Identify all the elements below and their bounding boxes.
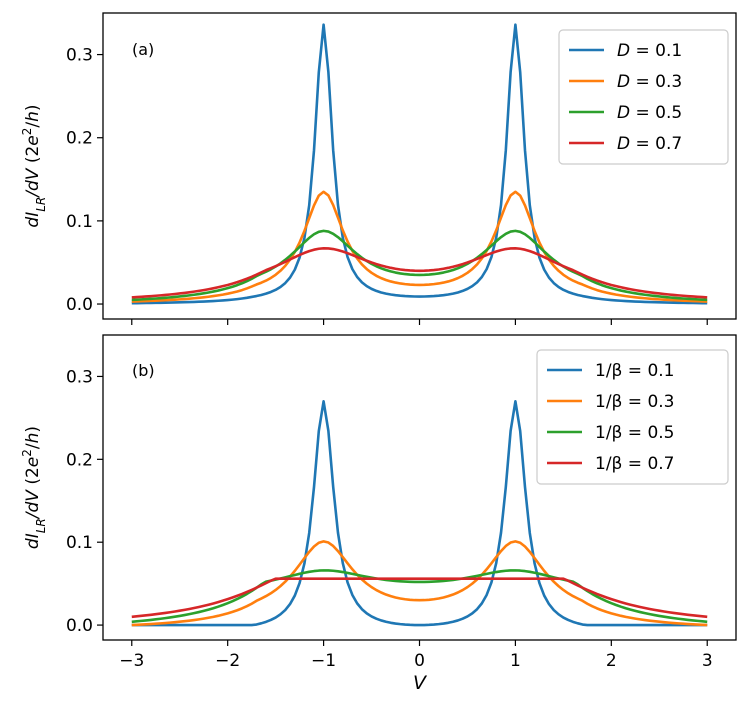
x-tick-label: −1 [311, 651, 336, 671]
y-axis-label: dILR/dV (2e2/h) [20, 104, 48, 227]
legend: 1/β = 0.1 1/β = 0.3 1/β = 0.5 1/β = 0.7 [536, 349, 729, 485]
x-tick-label: −2 [215, 651, 240, 671]
series-line-4 [131, 577, 708, 619]
x-tick-label: 2 [606, 651, 617, 671]
series-line-1 [131, 400, 708, 627]
x-tick-label: −3 [119, 651, 144, 671]
series-line-4 [131, 247, 708, 299]
series-lines [131, 400, 708, 627]
legend-entry-4: 1/β = 0.7 [595, 454, 675, 474]
legend-entry-1: 1/β = 0.1 [595, 361, 675, 381]
y-tick-label: 0.2 [66, 129, 93, 149]
y-tick-label: 0.2 [66, 450, 93, 470]
y-tick-label: 0.3 [66, 367, 93, 387]
y-tick-label: 0.1 [66, 212, 93, 232]
legend-entry-2: D = 0.3 [617, 72, 682, 92]
x-axis-label: V [413, 672, 428, 694]
legend-entry-1: D = 0.1 [617, 41, 682, 61]
x-tick-label: 3 [702, 651, 713, 671]
panel-label: (a) [132, 40, 154, 59]
series-line-3 [131, 229, 708, 302]
legend-entry-4: D = 0.7 [617, 134, 682, 154]
y-tick-label: 0.1 [66, 533, 93, 553]
x-tick-label: 1 [510, 651, 521, 671]
y-tick-label: 0.3 [66, 46, 93, 66]
legend-box [558, 29, 729, 165]
legend: D = 0.1 D = 0.3 D = 0.5 D = 0.7 [558, 29, 729, 165]
series-line-2 [131, 190, 708, 303]
legend-entry-2: 1/β = 0.3 [595, 392, 675, 412]
series-lines [131, 23, 708, 305]
legend-box [536, 349, 729, 485]
y-tick-label: 0.0 [66, 616, 93, 636]
series-line-1 [131, 23, 708, 305]
legend-entry-3: D = 0.5 [617, 103, 682, 123]
panel-label: (b) [132, 361, 155, 380]
x-tick-label: 0 [414, 651, 425, 671]
y-tick-label: 0.0 [66, 295, 93, 315]
y-axis-label: dILR/dV (2e2/h) [20, 426, 48, 549]
series-line-2 [131, 540, 708, 627]
legend-entry-3: 1/β = 0.5 [595, 423, 675, 443]
series-line-3 [131, 569, 708, 624]
